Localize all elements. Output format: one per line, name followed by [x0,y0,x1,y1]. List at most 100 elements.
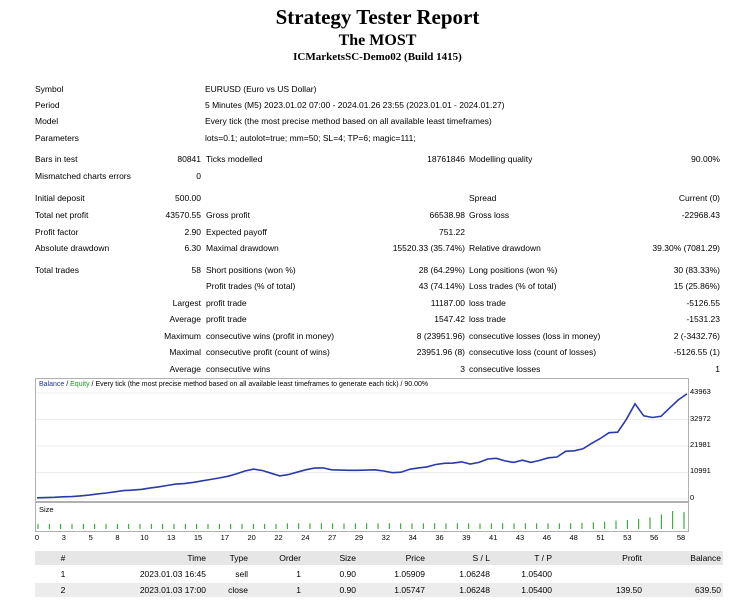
header-col-tp: T / P [534,553,552,563]
col-time: 2023.01.03 16:45 [139,569,206,579]
info-value: lots=0.1; autolot=true; mm=50; SL=4; TP=… [205,133,416,143]
stat-label: Profit factor [35,227,79,237]
x-tick-label: 17 [220,533,229,542]
y-tick-label: 32972 [690,413,711,423]
stat-value: -5126.55 [686,298,720,308]
stat-value: -5126.55 (1) [673,347,720,357]
stat-value: 18761846 [427,154,465,164]
stat-label: Expected payoff [206,227,267,237]
col-profit: 139.50 [616,585,642,595]
stat-label: consecutive losses (loss in money) [469,331,601,341]
legend-separator: / [64,381,71,388]
x-tick-label: 22 [274,533,283,542]
x-tick-label: 8 [115,533,120,542]
stat-value: 15520.33 (35.74%) [392,243,465,253]
stat-label: Short positions (won %) [206,265,296,275]
y-tick-label: 21981 [690,440,711,449]
col-tp: 1.05400 [521,585,552,595]
x-tick-label: 56 [649,533,659,542]
stat-label: consecutive profit (count of wins) [206,347,330,357]
stat-value: 66538.98 [429,210,465,220]
stat-group-label: Largest [172,298,201,308]
server-build: ICMarketsSC-Demo02 (Build 1415) [293,51,462,63]
stat-label: Gross profit [206,210,250,220]
stat-label: Profit trades (% of total) [206,281,296,291]
x-tick-label: 43 [515,533,525,542]
stat-value: 6.30 [184,243,201,253]
legend-balance: Balance [39,381,65,388]
y-tick-label: 10991 [690,466,711,476]
col-sl: 1.06248 [459,585,490,595]
stat-label: Initial deposit [35,193,85,203]
stat-label: consecutive losses [469,364,541,374]
size-bars-svg [37,511,685,529]
stat-label: Ticks modelled [206,154,263,164]
stat-value: 751.22 [439,227,465,237]
x-tick-label: 3 [61,533,66,542]
x-tick-label: 13 [166,533,176,542]
stat-label: loss trade [469,314,506,324]
stat-label: profit trade [206,298,247,308]
stat-label: loss trade [469,298,506,308]
x-tick-label: 32 [381,533,390,542]
stat-group-label: Maximum [164,331,201,341]
col-number: 1 [60,569,66,579]
stat-value: 23951.96 (8) [416,347,465,357]
stat-label: Total trades [35,265,79,275]
col-size: 0.90 [339,585,356,595]
info-value: Every tick (the most precise method base… [205,116,492,126]
stat-value: 3 [460,364,465,374]
stat-label: Modelling quality [469,154,533,164]
y-tick-label: 0 [690,493,695,502]
stat-value: 80841 [177,154,201,164]
balance-chart: Balance / Equity / Every tick (the most … [35,378,689,502]
col-size: 0.90 [339,569,356,579]
col-type: close [228,585,248,595]
x-tick-label: 41 [488,533,498,542]
header-col-price: Price [405,553,425,563]
stat-label: Bars in test [35,154,78,164]
stat-value: 43570.55 [165,210,201,220]
col-time: 2023.01.03 17:00 [139,585,206,595]
stat-value: 500.00 [175,193,201,203]
deals-table-header: # Time Type Order Size Price S / L T / P Profit B… [35,551,723,565]
stat-value: 1 [715,364,720,374]
header-col-sl: S / L [472,553,490,563]
legend-description: / Every tick (the most precise method ba… [89,381,429,388]
stat-value: 39.30% (7081.29) [652,243,720,253]
col-price: 1.05747 [394,585,425,595]
x-tick-label: 5 [88,533,93,542]
stat-value: 30 (83.33%) [673,265,720,275]
stat-label: Loss trades (% of total) [469,281,557,291]
stat-label: consecutive wins [206,364,271,374]
header-col-profit: Profit [622,553,642,563]
header-col-balance: Balance [690,553,721,563]
stat-label: Relative drawdown [469,243,541,253]
stat-group-label: Average [169,314,201,324]
x-tick-label: 51 [596,533,605,542]
x-tick-label: 0 [34,533,40,542]
x-tick-label: 48 [569,533,578,542]
info-label: Period [35,100,60,110]
x-tick-label: 29 [354,533,364,542]
col-balance: 639.50 [695,585,721,595]
stat-label: consecutive loss (count of losses) [469,347,597,357]
col-sl: 1.06248 [459,569,490,579]
info-value: 5 Minutes (M5) 2023.01.02 07:00 - 2024.0… [205,100,505,110]
col-number: 2 [60,585,66,595]
x-tick-label: 15 [193,533,203,542]
stat-label: profit trade [206,314,247,324]
info-value: EURUSD (Euro vs US Dollar) [205,84,317,94]
stat-label: Total net profit [35,210,89,220]
stat-value: 8 (23951.96) [416,331,465,341]
x-tick-label: 46 [542,533,551,542]
info-label: Model [35,116,59,126]
x-tick-label: 10 [140,533,149,542]
stat-label: Gross loss [469,210,510,220]
stat-label: consecutive wins (profit in money) [206,331,335,341]
y-tick-label: 43963 [690,387,711,396]
header-col-type: Type [229,553,248,563]
table-row: 1 2023.01.03 16:45 sell 1 0.90 1.05909 1.06248… [35,567,723,581]
stat-label: Absolute drawdown [35,243,110,253]
header-col-order: Order [279,553,301,563]
